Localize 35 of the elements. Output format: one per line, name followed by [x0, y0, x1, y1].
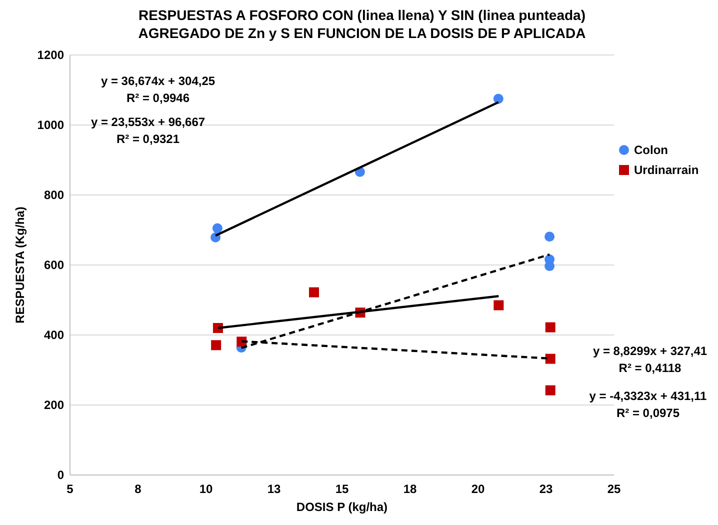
y-tick-label: 200 — [44, 398, 64, 412]
y-tick-label: 800 — [44, 188, 64, 202]
annotation: y = 23,553x + 96,667 R² = 0,9321 — [90, 115, 206, 146]
x-tick-label: 23 — [539, 482, 553, 496]
y-axis-title: RESPUESTA (Kg/ha) — [13, 206, 27, 324]
legend-label: Urdinarrain — [634, 163, 699, 178]
annotation: y = 36,674x + 304,25 R² = 0,9946 — [100, 74, 216, 105]
x-axis-title: DOSIS P (kg/ha) — [296, 500, 388, 514]
x-tick-label: 20 — [471, 482, 485, 496]
x-tick-label: 13 — [267, 482, 281, 496]
point — [308, 287, 319, 298]
annotation: y = 8,8299x + 327,41 R² = 0,4118 — [592, 344, 708, 375]
annotation: y = -4,3323x + 431,11 R² = 0,0975 — [589, 389, 708, 420]
point — [494, 300, 504, 310]
y-tick-label: 1000 — [37, 118, 64, 132]
x-tick-label: 8 — [134, 482, 142, 496]
y-tick-label: 400 — [44, 328, 64, 342]
point — [545, 354, 556, 364]
x-tick-label: 15 — [335, 482, 349, 496]
chart-title: RESPUESTAS A FOSFORO CON (linea llena) Y SIN (linea punteada) AGREGADO DE Zn y S EN FUNCION DE LA DOSIS DE P APLICADA — [138, 7, 586, 41]
point — [493, 94, 504, 104]
x-tick-label: 25 — [607, 482, 621, 496]
x-tick-label: 5 — [66, 482, 74, 496]
x-tick-label: 18 — [403, 482, 417, 496]
point — [211, 340, 222, 350]
legend-label: Colon — [634, 143, 668, 158]
point — [544, 232, 555, 242]
x-tick-label: 10 — [199, 482, 213, 496]
y-tick-label: 0 — [57, 468, 64, 482]
point — [212, 223, 222, 234]
point — [544, 261, 555, 272]
point — [545, 385, 556, 396]
y-tick-label: 600 — [44, 258, 64, 272]
y-tick-label: 1200 — [37, 48, 64, 62]
point — [545, 322, 556, 332]
